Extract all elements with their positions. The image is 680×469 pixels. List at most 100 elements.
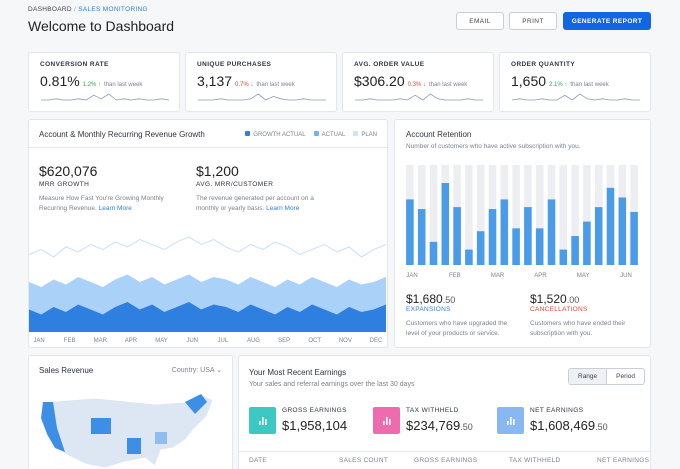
tab[interactable]: Range	[569, 369, 608, 384]
tab[interactable]: Period	[616, 373, 635, 380]
kpi-row: 1,650 2.1% ↑ than last week	[511, 73, 609, 89]
learn-more-link[interactable]: Learn More	[98, 205, 132, 212]
earning-label: TAX WITHHELD	[406, 407, 459, 414]
kpi-note: than last week	[570, 82, 609, 88]
earning-value: $234,769.50	[406, 417, 473, 435]
value: $1,680	[406, 292, 443, 306]
kpi-row: 3,137 0.7% ↓ than last week	[197, 73, 295, 89]
x-tick-label: NOV	[339, 338, 352, 344]
card-subtitle: Your sales and referral earnings over th…	[249, 381, 415, 388]
page-title: Welcome to Dashboard	[28, 18, 175, 34]
bar	[547, 199, 556, 265]
card-title: Account Retention	[406, 130, 472, 139]
area-chart: JAN FEB MAR APR MAY JUN JUL AUG SEP OCT NOV DEC	[29, 236, 386, 344]
bar	[488, 209, 497, 265]
kpi-change: 0.3% ↓	[407, 82, 426, 88]
bar	[559, 249, 568, 265]
x-tick-label: AUG	[247, 338, 260, 344]
sparkline	[198, 93, 326, 101]
earning-value: $1,608,469.50	[530, 417, 608, 435]
x-tick-label: APR	[534, 273, 547, 279]
legend-item: PLAN	[353, 131, 377, 138]
kpi-label: ORDER QUANTITY	[511, 61, 576, 68]
button-text: GENERATE REPORT	[571, 17, 643, 25]
plan-line	[29, 236, 386, 258]
bar-background	[476, 165, 485, 265]
sparkline	[355, 93, 483, 101]
select-text: Country: USA	[171, 367, 215, 374]
bar-background	[559, 165, 568, 265]
icon-bar	[510, 417, 512, 425]
x-tick-label: MAR	[491, 273, 505, 279]
divider	[239, 451, 650, 452]
bar	[512, 228, 520, 265]
card-title: Your Most Recent Earnings	[249, 368, 347, 377]
kpi-value: $306.20	[354, 73, 405, 89]
legend: GROWTH ACTUAL ACTUAL PLAN	[245, 131, 377, 138]
series-area	[29, 302, 386, 332]
sparkline-line	[198, 93, 326, 101]
legend-text: ACTUAL	[321, 132, 346, 138]
earning-label: GROSS EARNINGS	[282, 407, 347, 414]
bar	[406, 199, 414, 265]
learn-more-link[interactable]: Learn More	[266, 205, 300, 212]
bar	[441, 183, 450, 265]
bar	[606, 187, 615, 265]
divider	[29, 147, 387, 148]
value: $1,958,104	[282, 418, 348, 433]
tabs: Range Period	[568, 368, 645, 385]
chart-icon	[383, 417, 391, 425]
value: $234,769	[406, 418, 461, 433]
x-tick-label: JAN	[406, 273, 417, 279]
icon-bar	[262, 417, 264, 425]
icon-bar	[386, 417, 388, 425]
email-button[interactable]: EMAIL	[456, 12, 504, 30]
metric-label: MRR GROWTH	[39, 181, 90, 188]
kpi-row: $306.20 0.3% ↓ than last week	[354, 73, 467, 89]
map-state	[127, 438, 141, 454]
print-button[interactable]: PRINT	[509, 12, 557, 30]
map-state	[155, 432, 167, 444]
bar-background	[535, 165, 544, 265]
bar	[618, 197, 627, 265]
icon-bar	[259, 421, 261, 425]
card-title: Sales Revenue	[39, 366, 94, 375]
sparkline-line	[41, 93, 170, 101]
stat-value: $1,520.00	[530, 290, 579, 308]
bar	[571, 236, 579, 265]
country-select[interactable]: Country: USA ⌄	[171, 367, 222, 374]
x-tick-label: DEC	[370, 338, 383, 344]
chart-icon	[259, 417, 267, 425]
bar-background	[429, 165, 438, 265]
x-tick-label: JUN	[186, 338, 198, 344]
kpi-change: 2.1% ↑	[549, 82, 568, 88]
stat-text: Customers who have upgraded the level of…	[406, 320, 508, 337]
bar	[583, 221, 591, 265]
icon-bar	[507, 421, 509, 425]
legend-item: GROWTH ACTUAL	[245, 131, 306, 138]
earnings-card: Your Most Recent Earnings Your sales and…	[238, 355, 651, 469]
crumb[interactable]: SALES MONITORING	[78, 6, 148, 13]
icon-bar	[383, 421, 385, 425]
bar	[535, 228, 544, 265]
icon-bar	[265, 419, 267, 425]
x-tick-label: OCT	[308, 338, 321, 344]
x-tick-label: MAY	[577, 273, 590, 279]
metric-value: $1,200	[196, 163, 239, 179]
report-button[interactable]: GENERATE REPORT	[563, 12, 651, 30]
bar	[476, 231, 485, 265]
bar	[417, 209, 426, 265]
kpi-card: ORDER QUANTITY 1,650 2.1% ↑ than last week	[499, 52, 651, 112]
crumb[interactable]: DASHBOARD	[28, 6, 72, 13]
bar	[630, 211, 638, 265]
legend-text: GROWTH ACTUAL	[253, 132, 306, 138]
column-header: GROSS EARNINGS	[414, 457, 478, 464]
bar	[453, 207, 461, 265]
bar	[594, 207, 603, 265]
kpi-card: CONVERSION RATE 0.81% 1.2% ↑ than last week	[28, 52, 180, 112]
map-state	[91, 418, 111, 434]
bar-background	[571, 165, 579, 265]
earning-icon	[373, 407, 400, 434]
sparkline	[511, 93, 640, 101]
us-map	[40, 393, 214, 469]
